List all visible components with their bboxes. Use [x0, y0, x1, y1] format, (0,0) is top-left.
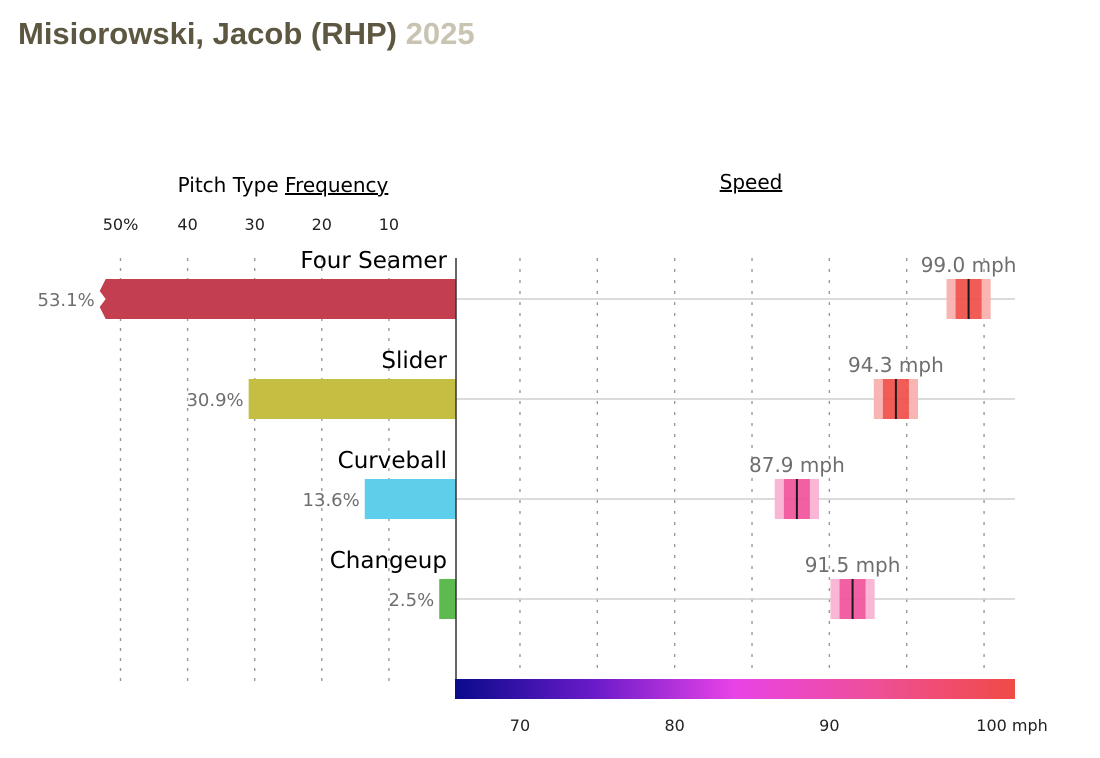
pitch-row[interactable]: 2.5% Changeup 91.5 mph	[330, 548, 1015, 619]
speed-marker-fade-right	[809, 479, 819, 519]
speed-color-scale	[455, 679, 1015, 699]
speed-header[interactable]: Speed	[720, 170, 783, 194]
frequency-value-label: 13.6%	[303, 490, 360, 511]
pitch-name-label: Changeup	[330, 548, 447, 574]
speed-marker-fade-right	[908, 379, 918, 419]
player-name: Misiorowski, Jacob (RHP)	[18, 16, 397, 51]
speed-tick-label: 90	[819, 716, 839, 735]
speed-marker-fade-left	[774, 479, 784, 519]
frequency-tick-label: 40	[177, 215, 197, 234]
frequency-tick-label: 10	[379, 215, 399, 234]
speed-value-label: 99.0 mph	[921, 253, 1017, 277]
frequency-value-label: 2.5%	[388, 590, 434, 611]
speed-gridlines	[519, 258, 985, 672]
frequency-header-prefix: Pitch Type	[178, 173, 279, 197]
frequency-tick-label: 20	[312, 215, 332, 234]
pitch-row[interactable]: 53.1% Four Seamer 99.0 mph	[38, 248, 1017, 319]
pitch-name-label: Curveball	[338, 448, 447, 474]
speed-tick-labels: 70 80 90 100 mph	[510, 716, 1048, 735]
pitch-row[interactable]: 13.6% Curveball 87.9 mph	[303, 448, 1015, 519]
frequency-gridlines	[119, 258, 390, 682]
pitch-rows: 53.1% Four Seamer 99.0 mph 30.9% Slider 94.3 …	[38, 248, 1017, 619]
season-year: 2025	[405, 16, 475, 51]
frequency-bar[interactable]	[439, 579, 456, 619]
speed-tick-label: 70	[510, 716, 530, 735]
speed-value-label: 94.3 mph	[848, 353, 944, 377]
frequency-tick-label: 30	[245, 215, 265, 234]
pitch-row[interactable]: 30.9% Slider 94.3 mph	[186, 348, 1015, 419]
frequency-bar[interactable]	[364, 479, 456, 519]
speed-marker-fade-left	[830, 579, 840, 619]
frequency-tick-label: 50%	[103, 215, 139, 234]
frequency-header-link[interactable]: Frequency	[285, 173, 388, 197]
frequency-value-label: 30.9%	[186, 390, 243, 411]
page-title: Misiorowski, Jacob (RHP) 2025	[18, 16, 475, 52]
speed-value-label: 87.9 mph	[749, 453, 845, 477]
speed-marker-fade-right	[865, 579, 875, 619]
pitch-name-label: Four Seamer	[300, 248, 447, 274]
pitch-name-label: Slider	[381, 348, 447, 374]
frequency-bar[interactable]	[99, 279, 456, 319]
frequency-tick-labels: 50% 40 30 20 10	[103, 215, 399, 234]
speed-tick-label: 80	[664, 716, 684, 735]
speed-marker-fade-left	[873, 379, 883, 419]
speed-tick-label: 100 mph	[976, 716, 1048, 735]
speed-marker-fade-left	[946, 279, 956, 319]
frequency-bar[interactable]	[248, 379, 456, 419]
speed-value-label: 91.5 mph	[805, 553, 901, 577]
speed-marker-fade-right	[981, 279, 991, 319]
frequency-value-label: 53.1%	[38, 290, 95, 311]
frequency-header: Pitch Type Frequency	[178, 173, 389, 197]
